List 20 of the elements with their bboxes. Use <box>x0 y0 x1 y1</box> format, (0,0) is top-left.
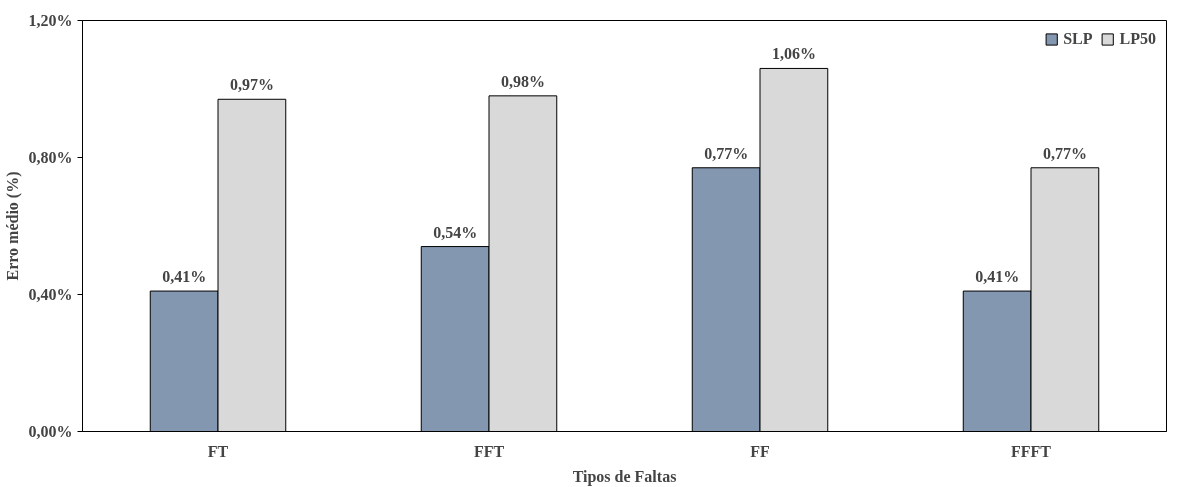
y-tick-label: 0,00% <box>28 423 73 440</box>
data-label: 0,97% <box>229 76 274 94</box>
x-tick-label: FFFT <box>1011 442 1052 460</box>
y-tick-label: 0,40% <box>28 286 73 303</box>
data-label: 0,54% <box>433 223 478 241</box>
x-tick-label: FF <box>750 442 770 460</box>
y-tick-label: 0,80% <box>28 149 73 166</box>
data-label: 0,77% <box>1042 144 1087 162</box>
y-axis-title: Erro médio (%) <box>3 171 22 281</box>
data-label: 1,06% <box>771 45 816 63</box>
data-label: 0,98% <box>500 72 545 90</box>
data-label: 0,77% <box>704 144 749 162</box>
data-label: 0,41% <box>975 268 1020 286</box>
y-tick-label: 1,20% <box>28 12 73 29</box>
x-axis-title: Tipos de Faltas <box>572 467 677 486</box>
x-tick-label: FFT <box>473 442 505 460</box>
legend-label: SLP <box>1063 30 1093 48</box>
data-label: 0,41% <box>162 268 207 286</box>
x-tick-label: FT <box>207 442 229 460</box>
legend-label: LP50 <box>1119 30 1156 48</box>
